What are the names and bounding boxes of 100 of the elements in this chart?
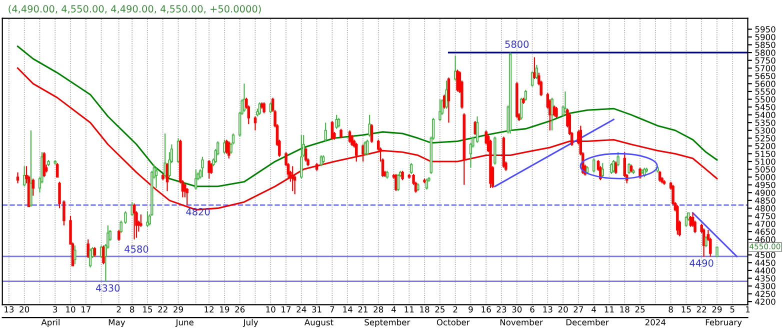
x-tick-label: 13 (543, 306, 552, 313)
y-tick-label: 5400 (755, 112, 776, 118)
candlestick (30, 130, 32, 208)
y-tick-label: 5600 (755, 80, 776, 87)
x-tick-label: 2 (453, 306, 458, 312)
candlestick (337, 117, 340, 128)
x-tick-label: 16 (482, 306, 491, 313)
x-tick-label: 25 (635, 306, 645, 313)
candlestick (269, 102, 272, 114)
candlestick (676, 204, 679, 236)
x-tick-label: 31 (312, 306, 322, 313)
x-tick-label: 20 (20, 306, 30, 313)
candlestick (118, 229, 120, 242)
x2-tick-label: August (304, 319, 334, 328)
x-tick-label: 5 (730, 306, 734, 313)
x2-tick-label: October (436, 318, 470, 326)
x-tick-label: 15 (143, 306, 152, 313)
x-tick-label: 12 (204, 306, 214, 312)
candlestick (476, 116, 479, 144)
y-tick-label: 4800 (755, 205, 776, 212)
x-tick-label: 17 (82, 306, 90, 312)
y-tick-label: 5750 (755, 57, 776, 64)
x-tick-label: 22 (696, 306, 706, 312)
candlestick (186, 187, 188, 206)
candlestick (533, 56, 536, 80)
y-tick-label: 4300 (755, 283, 776, 290)
x-tick-label: 17 (282, 306, 291, 312)
candlestick (474, 120, 476, 136)
y-tick-label: 4900 (755, 190, 776, 196)
x2-tick-label: December (566, 318, 609, 326)
x-tick-label: 6 (530, 306, 534, 313)
y-tick-label: 4450 (755, 260, 776, 266)
x-tick-label: 1 (746, 306, 750, 312)
candlestick (86, 238, 90, 259)
x-tick-label: 11 (404, 306, 414, 312)
x-tick-label: 21 (358, 306, 368, 312)
x-tick-label: 28 (374, 306, 384, 313)
x-tick-label: 18 (620, 306, 630, 313)
y-tick-label: 4250 (755, 290, 776, 298)
candlestick (447, 76, 450, 124)
candlestick (438, 98, 442, 122)
candlestick (154, 167, 158, 189)
x-tick-label: 10 (66, 306, 76, 313)
annotation: 4820 (186, 208, 210, 216)
candlestick (335, 114, 338, 130)
candlestick (208, 159, 210, 180)
x-tick-label: 25 (435, 306, 444, 313)
chart-title: (4,490.00, 4,550.00, 4,490.00, 4,550.00, +50.0000) (8, 5, 261, 14)
x2-tick-label: June (175, 319, 194, 327)
candlestick (456, 69, 459, 92)
candlestick (16, 172, 20, 184)
y-tick-label: 4600 (755, 236, 776, 243)
y-tick-label: 5900 (755, 34, 776, 40)
x-tick-label: 27 (574, 306, 584, 312)
annotation: 5800 (505, 40, 529, 48)
y-tick-label: 5550 (755, 88, 776, 95)
y-tick-label: 5300 (755, 127, 776, 134)
y-tick-label: 5500 (755, 96, 776, 103)
candlestick (262, 102, 266, 114)
candlestick (396, 173, 400, 192)
y-tick-label: 5800 (755, 50, 776, 56)
candlestick (300, 134, 303, 180)
candlestick (550, 97, 554, 131)
x2-tick-label: November (500, 318, 543, 326)
candlestick (140, 214, 142, 228)
candlestick (102, 244, 105, 265)
candlestick (340, 128, 342, 139)
x-tick-label: 8 (668, 306, 673, 313)
x-tick-label: 19 (220, 306, 230, 313)
candlestick (370, 124, 374, 144)
y-tick-label: 5150 (755, 150, 776, 158)
candlestick (535, 64, 538, 80)
annotation: 4490 (690, 259, 714, 267)
x2-tick-label: May (108, 319, 126, 328)
y-tick-label: 5950 (755, 26, 776, 32)
x-tick-label: 15 (682, 306, 691, 313)
candlestick (601, 162, 604, 178)
candlestick (42, 152, 46, 178)
y-tick-label: 5050 (755, 166, 776, 173)
x-tick-label: 14 (343, 306, 352, 312)
y-tick-label: 5450 (755, 104, 776, 110)
y-tick-label: 5000 (755, 174, 776, 180)
x-tick-label: 8 (130, 306, 134, 313)
x-tick-label: 11 (604, 306, 614, 312)
x-tick-label: 3 (53, 306, 58, 313)
candlestick (410, 162, 413, 175)
candlestick (362, 144, 364, 162)
x2-tick-label: April (41, 318, 60, 328)
candlestick (401, 170, 404, 181)
y-tick-label: 4950 (755, 182, 776, 188)
x2-tick-label: July (242, 318, 258, 328)
y-tick-label: 5700 (755, 65, 776, 72)
candlestick (74, 244, 76, 265)
candlestick (445, 80, 448, 110)
y-tick-label: 4200 (755, 298, 776, 305)
candlestick (704, 236, 708, 248)
y-tick-label: 4700 (755, 220, 776, 228)
y-tick-label: 5850 (755, 42, 776, 48)
candlestick (366, 139, 369, 156)
y-tick-label: 5350 (755, 120, 776, 126)
